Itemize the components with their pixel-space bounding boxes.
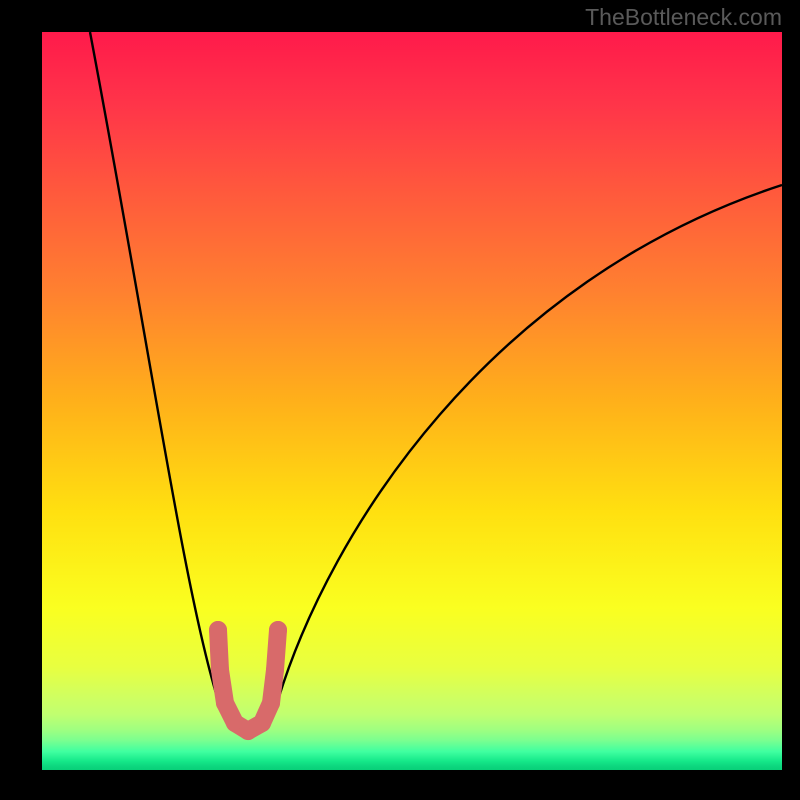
marker-dot bbox=[253, 714, 271, 732]
frame-right bbox=[782, 0, 800, 800]
marker-dot bbox=[211, 661, 229, 679]
plot-background bbox=[42, 32, 782, 770]
chart-svg bbox=[0, 0, 800, 800]
watermark-text: TheBottleneck.com bbox=[585, 4, 782, 31]
marker-dot bbox=[262, 694, 280, 712]
frame-left bbox=[0, 0, 42, 800]
marker-dot bbox=[266, 661, 284, 679]
marker-dot bbox=[216, 694, 234, 712]
marker-dot bbox=[269, 621, 287, 639]
marker-dot bbox=[209, 621, 227, 639]
frame-bottom bbox=[0, 770, 800, 800]
